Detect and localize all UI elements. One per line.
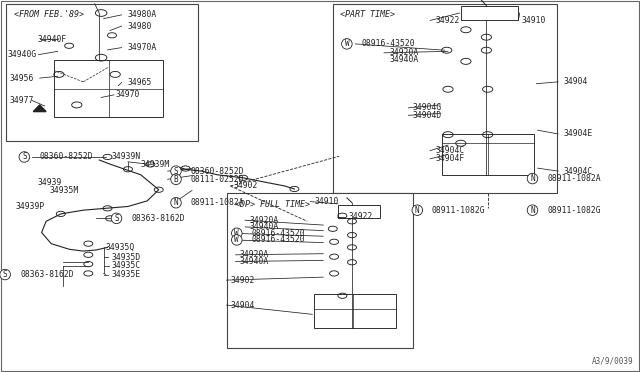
Text: 34920A: 34920A: [240, 250, 269, 259]
Text: 34940A: 34940A: [240, 257, 269, 266]
Text: 34920A: 34920A: [389, 48, 419, 57]
Bar: [6, 4, 198, 141]
Text: 34935Q: 34935Q: [106, 243, 135, 252]
Text: 34939N: 34939N: [112, 152, 141, 161]
Text: <FROM FEB.'89>: <FROM FEB.'89>: [14, 10, 84, 19]
Text: 34939M: 34939M: [141, 160, 170, 169]
Text: 08360-8252D: 08360-8252D: [40, 153, 93, 161]
Text: 08916-43520: 08916-43520: [252, 235, 305, 244]
Text: 34902: 34902: [234, 182, 258, 190]
Text: 34910: 34910: [522, 16, 546, 25]
Text: 34904: 34904: [563, 77, 588, 86]
Text: 34904D: 34904D: [413, 111, 442, 120]
Text: 08911-1082A: 08911-1082A: [191, 198, 244, 207]
Text: 08360-8252D: 08360-8252D: [191, 167, 244, 176]
Text: 08916-43520: 08916-43520: [252, 229, 305, 238]
Text: 08911-1082G: 08911-1082G: [547, 206, 601, 215]
Text: 34904E: 34904E: [563, 129, 593, 138]
Bar: [333, 4, 557, 193]
Bar: [314, 294, 396, 328]
Text: 34970A: 34970A: [128, 43, 157, 52]
Text: 34980: 34980: [128, 22, 152, 31]
Text: S: S: [3, 270, 8, 279]
Text: 34940A: 34940A: [389, 55, 419, 64]
Text: 34977: 34977: [10, 96, 34, 105]
Text: 08916-43520: 08916-43520: [362, 39, 415, 48]
Text: A3/9/0039: A3/9/0039: [592, 356, 634, 365]
Text: 34904G: 34904G: [413, 103, 442, 112]
Text: W: W: [234, 229, 239, 238]
Text: N: N: [173, 198, 179, 207]
Text: 34956: 34956: [10, 74, 34, 83]
Text: N: N: [530, 206, 535, 215]
Text: <DP> FULL TIME>: <DP> FULL TIME>: [235, 200, 310, 209]
Text: 34935C: 34935C: [112, 262, 141, 270]
Text: 08363-8162D: 08363-8162D: [131, 214, 185, 223]
Bar: [338, 205, 380, 218]
Text: 08111-0252D: 08111-0252D: [191, 175, 244, 184]
Bar: [227, 193, 413, 348]
Text: S: S: [22, 153, 27, 161]
Text: 34935M: 34935M: [50, 186, 79, 195]
Text: 34922: 34922: [349, 212, 373, 221]
Text: 08911-1082A: 08911-1082A: [547, 174, 601, 183]
Text: S: S: [173, 167, 179, 176]
Text: B: B: [173, 175, 179, 184]
Text: 34935E: 34935E: [112, 270, 141, 279]
Polygon shape: [33, 105, 46, 112]
Text: W: W: [234, 235, 239, 244]
Text: 34939: 34939: [37, 178, 61, 187]
Text: N: N: [530, 174, 535, 183]
Text: 34980A: 34980A: [128, 10, 157, 19]
Text: 34970: 34970: [115, 90, 140, 99]
Text: 34904F: 34904F: [435, 154, 465, 163]
Text: 34904: 34904: [230, 301, 255, 310]
Text: 34935D: 34935D: [112, 253, 141, 262]
Text: 34902: 34902: [230, 276, 255, 285]
Text: 34904C: 34904C: [563, 167, 593, 176]
Text: 34904C: 34904C: [435, 146, 465, 155]
Text: 34910: 34910: [315, 197, 339, 206]
Text: 34965: 34965: [128, 78, 152, 87]
Text: N: N: [415, 206, 420, 215]
Text: 34940G: 34940G: [8, 50, 37, 59]
Bar: [442, 134, 534, 175]
Text: S: S: [114, 214, 119, 223]
Text: 34940F: 34940F: [37, 35, 67, 44]
Bar: [461, 6, 518, 20]
Text: <PART TIME>: <PART TIME>: [340, 10, 396, 19]
Text: 34920A: 34920A: [250, 216, 279, 225]
Text: 34939P: 34939P: [16, 202, 45, 211]
Text: 08911-1082G: 08911-1082G: [432, 206, 486, 215]
Text: 08363-8162D: 08363-8162D: [20, 270, 74, 279]
Text: 34922: 34922: [435, 16, 460, 25]
Text: 34940A: 34940A: [250, 222, 279, 231]
Text: W: W: [344, 39, 349, 48]
Bar: [54, 60, 163, 117]
